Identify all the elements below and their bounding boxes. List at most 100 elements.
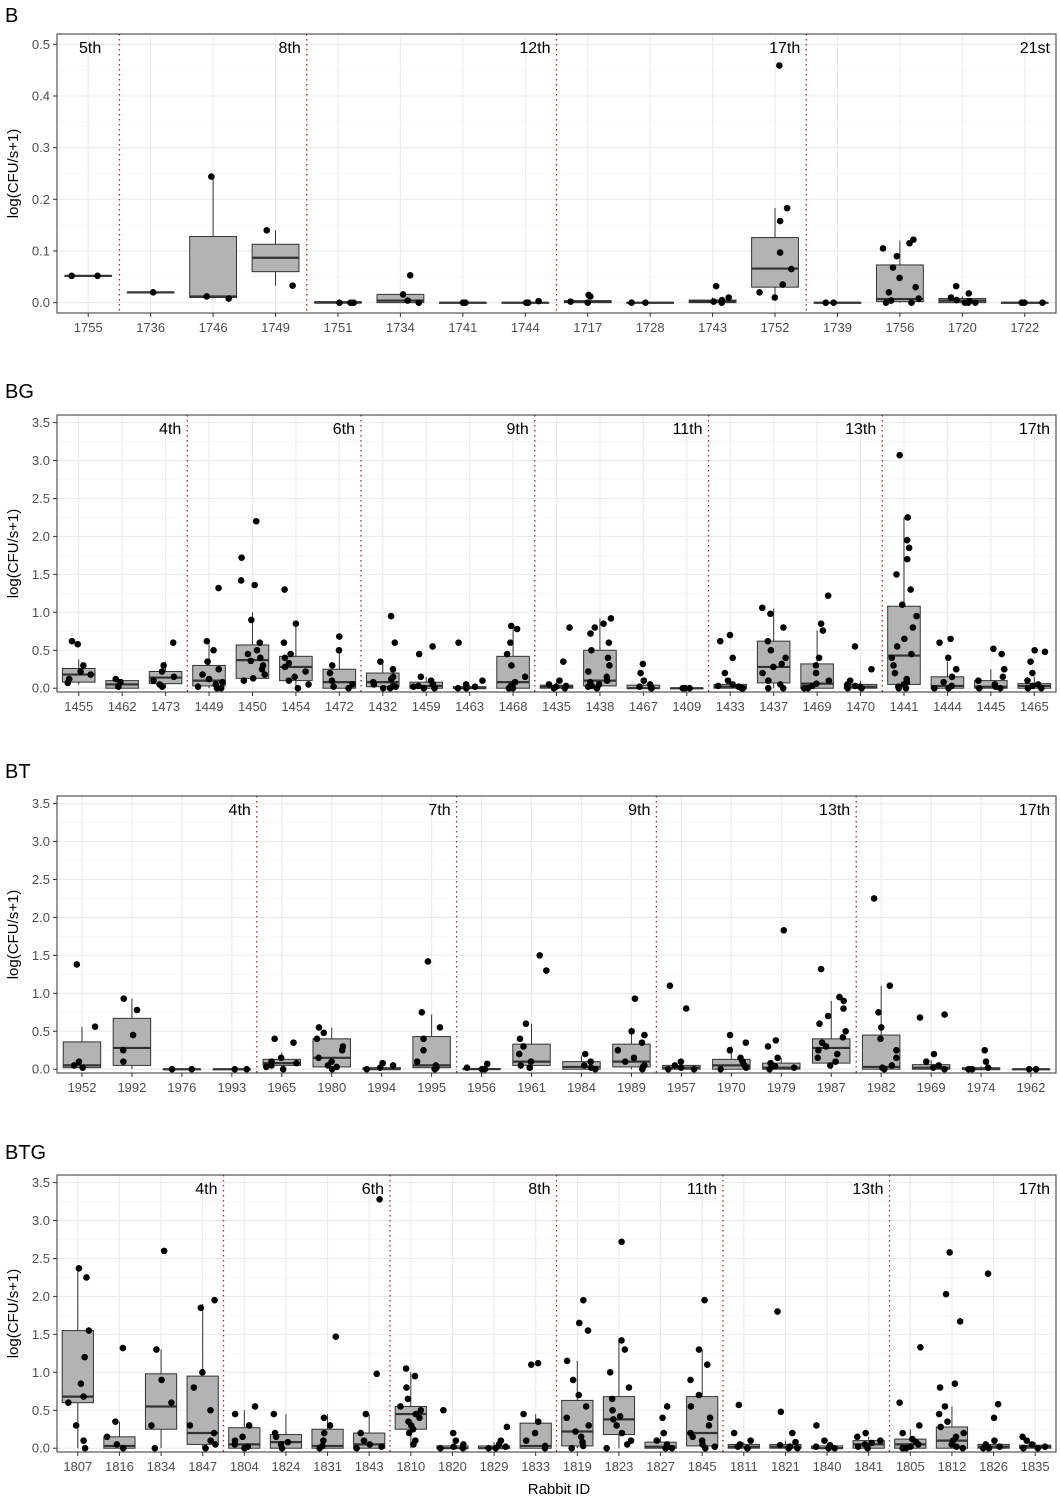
data-point xyxy=(965,290,973,297)
data-point xyxy=(780,927,788,934)
data-point xyxy=(521,673,529,681)
data-point xyxy=(946,1249,953,1256)
x-tick-label: 1816 xyxy=(105,1459,134,1474)
data-point xyxy=(893,571,900,578)
data-point xyxy=(898,601,906,609)
y-tick-label: 0.5 xyxy=(32,1403,50,1418)
data-point xyxy=(370,681,378,688)
y-tick-label: 1.0 xyxy=(32,605,50,620)
data-point xyxy=(779,281,786,288)
x-tick-label: 1469 xyxy=(803,699,832,714)
data-point xyxy=(842,1027,849,1035)
group-label: 11th xyxy=(673,421,703,438)
data-point xyxy=(389,665,397,673)
data-point xyxy=(662,1444,669,1452)
data-point xyxy=(272,1433,280,1441)
data-point xyxy=(1041,1443,1049,1450)
data-point xyxy=(687,1376,694,1384)
data-point xyxy=(695,1346,703,1353)
data-point xyxy=(956,1318,964,1325)
y-tick-label: 2.5 xyxy=(32,872,50,887)
data-point xyxy=(68,637,76,645)
data-point xyxy=(881,1065,888,1073)
y-tick-label: 1.0 xyxy=(32,1365,50,1380)
box xyxy=(751,237,799,288)
data-point xyxy=(320,1437,327,1444)
data-point xyxy=(508,662,515,669)
data-point xyxy=(982,1058,990,1065)
data-point xyxy=(211,1296,218,1304)
data-point xyxy=(194,683,202,690)
x-tick-label: 1804 xyxy=(230,1459,259,1474)
data-point xyxy=(936,1384,944,1391)
data-point xyxy=(718,299,726,306)
x-tick-label: 1720 xyxy=(948,320,977,335)
data-point xyxy=(891,669,899,677)
box xyxy=(712,1058,751,1070)
data-point xyxy=(941,1011,948,1018)
data-point xyxy=(886,982,894,990)
data-point xyxy=(112,1418,119,1425)
data-point xyxy=(714,682,722,690)
data-point xyxy=(413,1058,421,1065)
data-point xyxy=(416,1414,423,1422)
data-point xyxy=(815,1046,822,1054)
data-point xyxy=(621,1346,629,1353)
data-point xyxy=(520,1043,527,1050)
x-tick-label: 1805 xyxy=(896,1459,925,1474)
data-point xyxy=(980,1444,987,1452)
data-point xyxy=(119,1046,127,1054)
data-point xyxy=(68,272,76,280)
data-point xyxy=(744,1444,751,1452)
data-point xyxy=(890,662,897,669)
data-point xyxy=(431,1065,439,1073)
y-tick-label: 3.0 xyxy=(32,834,50,849)
data-point xyxy=(824,1012,832,1020)
data-point xyxy=(712,282,720,290)
data-point xyxy=(85,1327,93,1334)
data-point xyxy=(609,1406,616,1414)
data-point xyxy=(868,665,875,673)
box xyxy=(62,1041,102,1069)
data-point xyxy=(362,1410,370,1418)
data-point xyxy=(289,282,296,289)
data-point xyxy=(256,639,264,646)
x-tick-label: 1459 xyxy=(412,699,441,714)
x-tick-label: 1989 xyxy=(617,1080,646,1095)
x-tick-label: 1995 xyxy=(417,1080,446,1095)
plot-border xyxy=(56,414,1057,693)
data-point xyxy=(505,684,513,692)
data-point xyxy=(199,1369,206,1376)
data-point xyxy=(812,669,820,677)
x-tick-label: 1741 xyxy=(448,320,477,335)
data-point xyxy=(759,669,766,677)
data-point xyxy=(862,1429,869,1437)
data-point xyxy=(315,1054,322,1062)
x-tick-label: 1827 xyxy=(646,1459,675,1474)
data-point xyxy=(455,639,462,646)
data-point xyxy=(449,1429,457,1437)
x-tick-label: 1445 xyxy=(976,699,1005,714)
data-point xyxy=(290,1039,297,1046)
data-point xyxy=(730,1429,738,1437)
data-point xyxy=(531,1429,539,1437)
data-point xyxy=(991,1437,998,1444)
data-point xyxy=(215,665,223,673)
group-label: 9th xyxy=(507,421,529,438)
data-point xyxy=(663,1403,671,1410)
data-point xyxy=(148,1422,155,1429)
data-point xyxy=(591,624,599,631)
data-point xyxy=(360,1437,368,1444)
data-point xyxy=(819,627,827,634)
group-label: 5th xyxy=(79,40,101,57)
data-point xyxy=(581,1050,589,1058)
data-point xyxy=(812,662,820,669)
data-point xyxy=(815,654,823,662)
data-point xyxy=(158,668,166,675)
data-point xyxy=(170,673,178,681)
data-point xyxy=(584,1327,592,1334)
data-point xyxy=(281,586,288,593)
x-tick-label: 1444 xyxy=(933,699,962,714)
data-point xyxy=(953,296,960,304)
data-point xyxy=(263,1063,270,1071)
